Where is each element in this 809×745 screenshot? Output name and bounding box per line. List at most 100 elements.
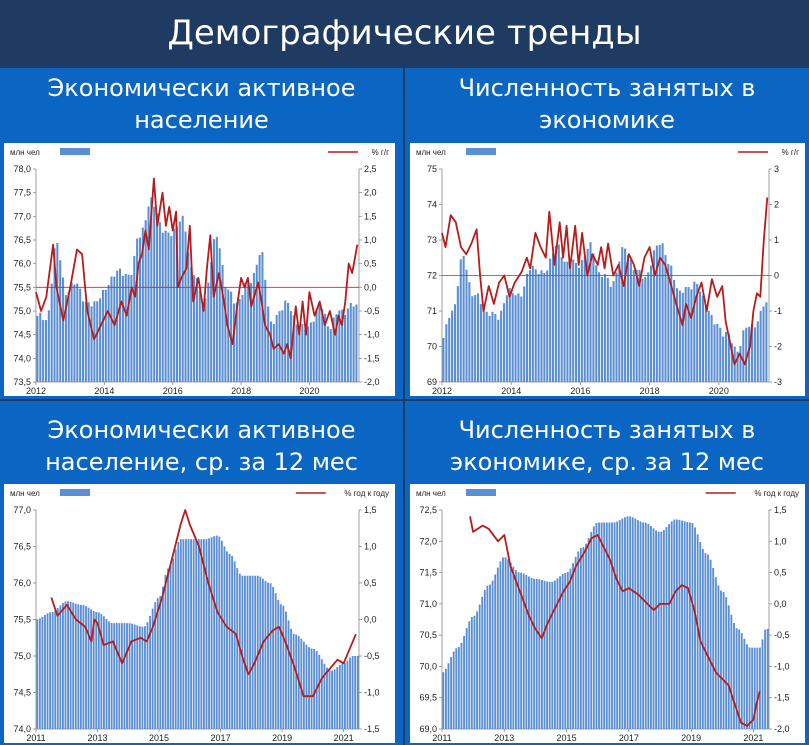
x-tick-label: 2020	[709, 386, 729, 396]
y-tick-label: 75,0	[13, 306, 31, 316]
bar	[634, 518, 637, 729]
y-tick-label: 69,5	[419, 693, 437, 703]
left-unit-label: млн чел	[416, 489, 446, 498]
y2-tick-label: -2,0	[364, 377, 380, 387]
x-tick-label: 2012	[26, 386, 46, 396]
bar	[193, 275, 196, 382]
bar	[456, 286, 459, 382]
bar	[652, 528, 655, 729]
bar	[128, 623, 131, 729]
x-tick-label: 2018	[640, 386, 660, 396]
bar	[564, 572, 567, 729]
growth-line	[35, 177, 359, 360]
bar	[707, 554, 709, 729]
bar	[167, 232, 170, 382]
bar	[304, 329, 307, 382]
panel-2-title: Численность занятых в экономике	[405, 72, 809, 136]
bar	[462, 255, 465, 382]
bar	[61, 602, 64, 729]
bar	[707, 310, 710, 382]
bar	[637, 520, 639, 729]
bar	[232, 303, 235, 382]
bar	[621, 518, 624, 729]
panel-4-title-line2: экономике, ср. за 12 мес	[450, 448, 764, 476]
y-tick-label: 74,0	[13, 353, 31, 363]
bar	[488, 315, 491, 382]
bar	[264, 279, 267, 382]
bar	[349, 302, 352, 382]
bar	[159, 596, 162, 729]
left-unit-label: млн чел	[10, 489, 40, 498]
bar	[693, 281, 696, 382]
bar	[341, 663, 344, 729]
bar	[512, 566, 515, 729]
bar	[238, 573, 241, 729]
bar	[724, 331, 728, 382]
bar	[298, 326, 301, 382]
bar	[110, 622, 113, 729]
bar	[207, 282, 210, 382]
y2-tick-label: 1,0	[774, 536, 787, 546]
bar	[247, 281, 250, 382]
bar	[251, 575, 254, 729]
y-tick-label: 72	[427, 271, 437, 281]
bar	[235, 302, 238, 382]
bar	[442, 337, 445, 382]
bar	[719, 327, 722, 382]
bar	[267, 306, 270, 382]
y-tick-label: 75,5	[13, 282, 31, 292]
bar	[468, 282, 471, 382]
bar	[751, 647, 754, 729]
y2-tick-label: 1,0	[364, 542, 377, 552]
x-tick-label: 2012	[432, 386, 452, 396]
bar	[477, 293, 480, 382]
bar	[499, 561, 502, 729]
bar	[543, 580, 546, 729]
bar	[575, 263, 578, 382]
y2-tick-label: -1,0	[364, 330, 380, 340]
panel-3-title-line2: население, ср. за 12 мес	[45, 448, 358, 476]
bar	[277, 599, 280, 729]
bar	[116, 270, 119, 382]
bar	[746, 644, 748, 729]
bar	[67, 291, 70, 382]
page-title: Демографические тренды	[0, 0, 809, 66]
bar	[740, 633, 743, 729]
bar	[733, 623, 735, 729]
bar	[210, 537, 213, 729]
bar	[54, 610, 57, 729]
bar	[115, 623, 118, 729]
bar	[274, 593, 277, 729]
y-tick-label: 75,0	[13, 651, 31, 661]
bar	[572, 563, 574, 729]
bar	[338, 310, 341, 382]
panel-4-title-line1: Численность занятых в	[458, 416, 756, 444]
bar	[761, 639, 764, 729]
bar	[302, 641, 305, 729]
bar	[533, 578, 536, 729]
bar	[133, 255, 136, 382]
bar	[169, 565, 172, 729]
bar	[252, 272, 255, 382]
bar	[46, 613, 49, 729]
y-tick-label: 70,0	[419, 661, 437, 671]
bar	[699, 291, 702, 382]
bar	[686, 522, 689, 729]
bar	[287, 620, 290, 729]
bar	[491, 580, 494, 729]
y-tick-label: 74,0	[13, 724, 31, 734]
bar	[121, 275, 124, 382]
right-unit-label: % год к году	[344, 489, 389, 498]
x-tick-label: 2021	[334, 733, 354, 743]
bar	[486, 585, 489, 729]
bar	[167, 568, 169, 729]
bar	[149, 615, 151, 729]
chart-1-box: млн чел % г/г 73,5 74,0 74,5 75,0 75,5 76,0 76,5…	[4, 143, 395, 396]
bar	[470, 616, 473, 729]
x-tick-label: 2015	[557, 733, 577, 743]
bar	[42, 320, 45, 382]
bar	[583, 255, 586, 382]
bar	[606, 277, 609, 382]
bar	[236, 568, 239, 729]
bar	[153, 206, 156, 382]
